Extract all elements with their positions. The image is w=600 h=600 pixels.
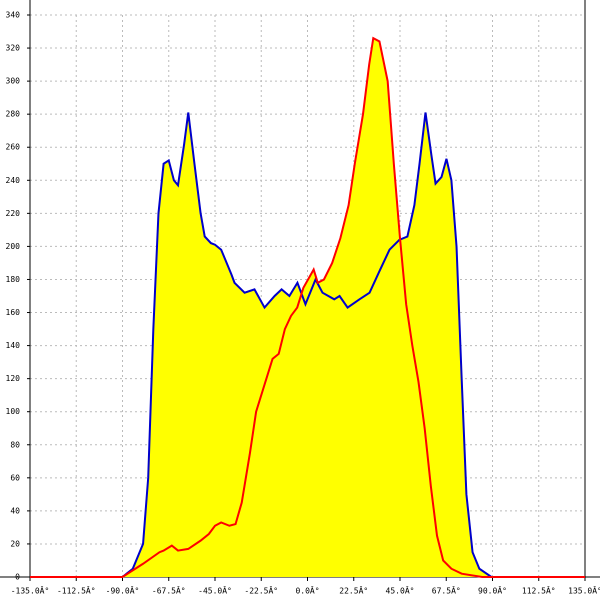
line: [30, 36, 585, 578]
y-tick-label: 20: [10, 539, 20, 548]
x-tick-label: -22.5Â°: [244, 585, 278, 596]
y-tick-label: 40: [10, 506, 20, 515]
y-tick-label: 340: [6, 11, 21, 20]
x-tick-label: -90.0Â°: [106, 585, 140, 596]
y-tick-label: 260: [6, 143, 21, 152]
y-tick-label: 300: [6, 77, 21, 86]
y-tick-label: 160: [6, 308, 21, 317]
x-tick-label: 112.5Â°: [522, 585, 556, 596]
x-tick-label: 90.0Â°: [478, 585, 507, 596]
y-tick-label: 220: [6, 209, 21, 218]
x-tick-label: 22.5Â°: [339, 585, 368, 596]
x-tick-label: -67.5Â°: [152, 585, 186, 596]
y-tick-label: 280: [6, 110, 21, 119]
y-tick-label: 180: [6, 275, 21, 284]
x-tick-label: 67.5Â°: [432, 585, 461, 596]
y-tick-label: 240: [6, 176, 21, 185]
y-tick-label: 80: [10, 440, 20, 449]
y-tick-label: 200: [6, 242, 21, 251]
x-tick-label: -112.5Â°: [57, 585, 96, 596]
y-tick-label: 140: [6, 341, 21, 350]
x-tick-label: -135.0Â°: [11, 585, 50, 596]
x-tick-label: -45.0Â°: [198, 585, 232, 596]
y-tick-label: 320: [6, 44, 21, 53]
x-tick-label: 0.0Â°: [295, 585, 319, 596]
y-tick-label: 60: [10, 473, 20, 482]
x-tick-label: 135.0Â°: [568, 585, 600, 596]
y-tick-label: 120: [6, 374, 21, 383]
x-tick-label: 45.0Â°: [386, 585, 415, 596]
line: [121, 112, 493, 578]
area-fill: [30, 38, 585, 578]
y-tick-label: 100: [6, 407, 21, 416]
